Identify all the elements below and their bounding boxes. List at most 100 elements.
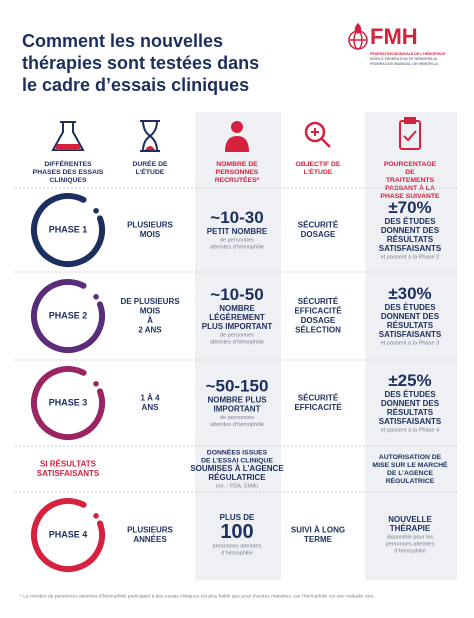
participants: ~10-50 — [210, 285, 263, 304]
approval: RÉGULATRICE — [386, 476, 435, 485]
title: Comment les nouvelles — [22, 31, 223, 51]
duration: 1 À 4 — [140, 393, 160, 402]
participants: NOMBRE PLUS — [207, 396, 267, 405]
column-header: DE — [405, 169, 415, 176]
submission: SOUMISES À L’AGENCE — [190, 464, 284, 473]
column-header: L’ÉTUDE — [304, 167, 333, 176]
duration: PLUSIEURS — [127, 220, 173, 229]
condition: SI RÉSULTATS — [40, 459, 97, 468]
column-header: PERSONNES — [216, 169, 259, 176]
approval: DE L’AGENCE — [387, 470, 434, 477]
participants: PLUS DE — [220, 513, 255, 522]
submission: RÉGULATRICE — [208, 473, 266, 482]
logo-name: FMH — [370, 24, 418, 49]
participants: 100 — [220, 521, 253, 543]
condition: SATISFAISANTS — [37, 469, 100, 478]
progression: d’hémophilie — [394, 548, 425, 554]
progression: DONNENT DES — [381, 312, 440, 321]
icon-hourglass — [140, 120, 160, 152]
logo-line: FÉDÉRATION MONDIALE DE L’HÉMOPHILIE — [370, 51, 446, 56]
progression: RÉSULTATS — [387, 321, 434, 330]
objective: SÉLECTION — [295, 325, 341, 334]
participants: personnes atteintes — [213, 543, 262, 549]
column-header: RECRUTÉES* — [215, 175, 260, 184]
progression: DES ÉTUDES — [384, 303, 436, 312]
objective: SUIVI À LONG — [291, 525, 345, 534]
participants: IMPORTANT — [214, 405, 261, 414]
objective: EFFICACITÉ — [294, 306, 342, 315]
participants: LÉGÈREMENT — [209, 313, 265, 322]
phase-label: PHASE 4 — [49, 529, 88, 539]
participants: de personnes — [220, 415, 254, 421]
phase-label: PHASE 1 — [49, 224, 88, 234]
participants: PLUS IMPORTANT — [202, 322, 273, 331]
footnote: * Le nombre de personnes atteintes d’hém… — [20, 593, 375, 599]
objective: SÉCURITÉ — [298, 393, 339, 402]
column-header: DURÉE DE — [132, 159, 168, 168]
progression: NOUVELLE — [388, 515, 432, 524]
progression: ±30% — [388, 284, 431, 303]
objective: TERME — [304, 535, 333, 544]
submission: (ex. : FDA, EMA) — [216, 483, 258, 489]
progression: SATISFAISANTS — [379, 330, 442, 339]
icon-person — [225, 121, 249, 152]
objective: DOSAGE — [301, 316, 336, 325]
progression: personnes atteintes — [386, 541, 435, 547]
column-header: CLINIQUES — [49, 177, 86, 184]
column-header: TRAITEMENTS — [386, 177, 435, 184]
progression: RÉSULTATS — [387, 408, 434, 417]
duration: 2 ANS — [138, 325, 162, 334]
participants: ~10-30 — [210, 208, 263, 227]
icon-clipboard — [399, 117, 421, 150]
column-header: NOMBRE DE — [216, 161, 258, 168]
progression: DONNENT DES — [381, 226, 440, 235]
participants: NOMBRE — [219, 304, 255, 313]
icon-magnifier — [304, 121, 331, 148]
objective: SÉCURITÉ — [298, 220, 339, 229]
approval: AUTORISATION DE — [379, 454, 442, 461]
participants: d’hémophilie — [221, 550, 252, 556]
phase-dot — [93, 381, 99, 387]
phase-ring — [31, 279, 105, 353]
column-header: L’ÉTUDE — [136, 167, 165, 176]
progression: et passent à la Phase 2 — [381, 254, 439, 260]
progression: et passent à la Phase 4 — [381, 427, 439, 433]
title: thérapies sont testées dans — [22, 53, 259, 73]
duration: PLUSIEURS — [127, 525, 173, 534]
phase-dot — [93, 513, 99, 519]
column-header: DIFFÉRENTES — [44, 159, 92, 168]
progression: DES ÉTUDES — [384, 390, 436, 399]
submission: DONNÉES ISSUES — [207, 447, 268, 456]
phase-ring — [31, 193, 105, 267]
icon-flask — [51, 121, 85, 151]
duration: MOIS — [140, 230, 161, 239]
column-header: PHASES DES ESSAIS — [33, 169, 104, 176]
duration: À — [147, 316, 153, 325]
participants: atteintes d’hémophilie — [210, 422, 264, 428]
participants: atteintes d’hémophilie — [210, 339, 264, 345]
progression: et passent à la Phase 3 — [381, 340, 439, 346]
submission: DE L’ESSAI CLINIQUE — [201, 457, 273, 464]
phase-dot — [93, 294, 99, 300]
logo-line: WORLD FEDERATION OF HEMOPHILIA — [370, 57, 438, 61]
logo-icon — [348, 22, 368, 50]
participants: de personnes — [220, 332, 254, 338]
column-header: PASSANT À LA — [385, 183, 435, 192]
progression: DONNENT DES — [381, 399, 440, 408]
duration: ANS — [142, 403, 160, 412]
column-band — [195, 112, 281, 580]
phase-label: PHASE 2 — [49, 310, 88, 320]
progression: ±70% — [388, 198, 431, 217]
progression: THÉRAPIE — [390, 524, 431, 533]
progression: disponible pour les — [387, 534, 434, 540]
duration: MOIS — [140, 306, 161, 315]
progression: SATISFAISANTS — [379, 417, 442, 426]
progression: ±25% — [388, 371, 431, 390]
column-band — [365, 112, 457, 580]
logo-line: FEDERACIÓN MUNDIAL DE HEMOFILIA — [370, 61, 438, 66]
phase-dot — [93, 208, 99, 214]
title: le cadre d’essais cliniques — [22, 75, 249, 95]
column-header: OBJECTIF DE — [296, 161, 341, 168]
